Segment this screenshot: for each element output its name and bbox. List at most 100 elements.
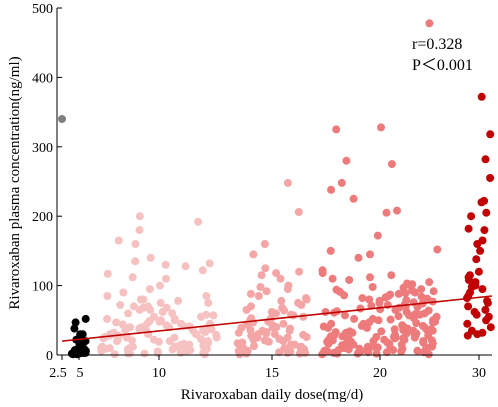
x-tick-label: 15 [265, 366, 279, 381]
data-point-10-3 [114, 236, 123, 245]
data-point-15-37 [285, 326, 294, 335]
data-point-20-165 [399, 326, 408, 334]
data-point-10-52 [192, 330, 200, 339]
data-point-20-86 [422, 343, 431, 352]
data-point-20-24 [417, 285, 426, 294]
data-point-10-118 [145, 317, 154, 325]
data-point-10-10 [198, 266, 207, 275]
data-point-15-12 [262, 287, 271, 296]
data-point-2.5-0 [58, 115, 66, 123]
data-point-30-0 [477, 92, 486, 101]
data-point-15-77 [260, 336, 269, 345]
data-point-15-31 [279, 319, 288, 328]
data-point-15-22 [242, 305, 251, 314]
data-point-20-164 [377, 327, 386, 336]
data-point-10-62 [165, 337, 174, 346]
data-point-20-27 [394, 289, 403, 298]
data-point-30-32 [482, 316, 491, 325]
data-point-30-1 [486, 130, 495, 139]
x-tick-label: 2.5 [49, 366, 67, 381]
data-point-20-127 [424, 306, 433, 315]
data-point-20-18 [328, 274, 337, 283]
data-point-20-109 [323, 347, 332, 356]
data-point-20-141 [428, 339, 437, 348]
data-point-30-5 [477, 198, 486, 207]
data-point-10-13 [162, 274, 170, 283]
data-point-30-37 [473, 330, 482, 339]
data-point-5-25 [77, 342, 86, 351]
data-point-15-78 [262, 329, 271, 338]
data-point-15-5 [295, 267, 304, 276]
data-point-20-146 [418, 321, 427, 330]
correlation-annotation: r=0.328 [412, 36, 462, 53]
data-point-15-17 [277, 296, 286, 305]
data-point-15-26 [299, 312, 308, 321]
data-point-10-100 [162, 321, 171, 330]
data-point-10-113 [199, 342, 208, 350]
data-point-15-19 [297, 301, 306, 309]
data-point-20-5 [337, 178, 346, 187]
data-point-30-33 [463, 319, 472, 328]
data-point-20-106 [403, 279, 412, 288]
data-point-20-36 [391, 305, 400, 314]
data-point-30-30 [472, 310, 481, 319]
data-point-20-156 [344, 341, 353, 350]
data-point-30-11 [473, 240, 482, 248]
data-point-20-42 [374, 316, 383, 325]
data-point-30-2 [481, 155, 490, 164]
data-point-10-20 [136, 295, 145, 304]
data-point-10-8 [161, 260, 170, 269]
data-point-20-162 [411, 330, 420, 339]
data-point-10-114 [196, 335, 205, 343]
data-point-20-104 [408, 286, 417, 295]
data-point-20-124 [394, 312, 403, 321]
data-point-20-166 [363, 323, 371, 332]
data-point-20-12 [326, 246, 335, 255]
data-point-15-8 [276, 274, 285, 283]
data-point-15-0 [283, 178, 292, 187]
data-point-10-6 [131, 257, 140, 266]
x-tick-label: 20 [373, 366, 387, 381]
data-point-10-1 [194, 217, 203, 226]
data-point-15-64 [233, 339, 242, 348]
data-point-30-14 [474, 267, 483, 276]
data-point-10-39 [155, 317, 164, 326]
data-point-20-133 [402, 296, 411, 305]
data-point-20-2 [332, 125, 341, 134]
y-tick-label: 300 [32, 141, 53, 156]
data-point-10-12 [128, 273, 137, 282]
data-point-20-160 [391, 334, 399, 343]
data-point-20-135 [417, 292, 426, 301]
data-point-20-155 [373, 343, 382, 352]
data-point-20-147 [429, 318, 437, 327]
data-point-20-120 [324, 323, 333, 332]
data-point-30-12 [476, 246, 485, 255]
data-point-10-35 [197, 312, 206, 321]
x-axis-label: Rivaroxaban daily dose(mg/d) [181, 387, 363, 403]
data-point-15-79 [237, 323, 246, 332]
data-point-20-74 [413, 346, 422, 355]
data-point-15-83 [243, 346, 252, 355]
data-point-20-3 [342, 156, 351, 165]
y-tick-label: 500 [32, 2, 53, 17]
data-point-30-34 [486, 323, 495, 332]
data-point-20-10 [373, 231, 382, 240]
data-point-10-94 [209, 311, 218, 320]
data-point-20-145 [427, 325, 436, 334]
data-point-10-47 [135, 324, 144, 333]
y-axis-label: Rivaroxaban plasma concentration(ng/ml) [7, 56, 23, 309]
data-point-5-29 [73, 350, 81, 359]
data-point-15-11 [283, 285, 292, 294]
data-point-20-149 [341, 311, 349, 320]
data-point-30-8 [464, 224, 473, 233]
data-point-10-7 [205, 259, 214, 268]
data-point-10-112 [101, 344, 110, 353]
data-point-20-83 [364, 348, 373, 357]
data-point-10-63 [113, 337, 121, 346]
data-point-30-3 [486, 174, 495, 182]
data-point-20-16 [318, 269, 327, 278]
data-point-10-109 [112, 318, 121, 327]
data-point-15-10 [256, 283, 265, 291]
data-point-30-7 [467, 212, 476, 221]
data-point-10-105 [154, 337, 163, 346]
